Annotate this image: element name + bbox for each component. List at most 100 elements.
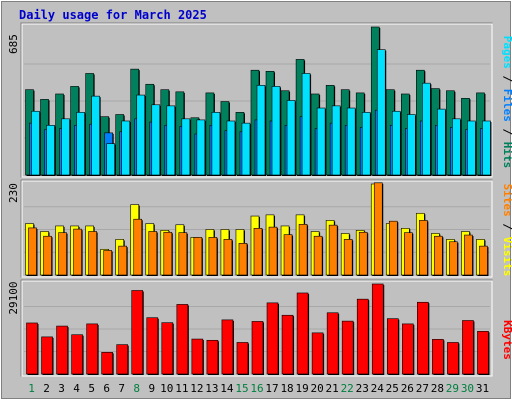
bar-kbytes-day-10: [161, 322, 174, 375]
bar-kbytes-day-31: [477, 331, 489, 375]
bar-sites-day-4: [73, 228, 82, 276]
bar-kbytes-day-18: [281, 314, 294, 375]
bar-pages-day-13: [211, 112, 221, 176]
day-label-10: 10: [160, 382, 173, 395]
panel-2-ymax-label: 230: [7, 183, 20, 203]
bar-kbytes-day-17: [266, 302, 279, 375]
bar-pages-day-10: [166, 105, 176, 176]
bar-kbytes-day-16: [251, 321, 264, 375]
bar-kbytes-day-4: [71, 334, 83, 375]
bar-kbytes-day-1: [26, 322, 38, 375]
bar-sites-day-1: [28, 227, 37, 276]
bar-kbytes-day-6: [101, 352, 113, 375]
bar-kbytes-day-23: [356, 298, 369, 375]
bar-sites-day-16: [253, 228, 263, 276]
panel-2-legend: Sites / Visits: [501, 184, 512, 277]
day-label-6: 6: [103, 382, 110, 395]
bar-pages-day-6: [106, 143, 115, 176]
bar-kbytes-day-22: [341, 320, 354, 375]
day-label-29: 29: [446, 382, 459, 395]
bar-pages-day-28: [437, 108, 446, 176]
bar-sites-day-13: [208, 237, 218, 276]
bar-pages-day-8: [136, 94, 146, 176]
panel-3-bars: [26, 283, 490, 375]
bar-sites-day-12: [193, 237, 203, 276]
bar-sites-day-25: [388, 220, 398, 276]
bar-pages-day-27: [422, 82, 431, 176]
panel-2-bars: [25, 182, 489, 276]
bar-pages-day-18: [286, 100, 296, 176]
day-label-7: 7: [118, 382, 125, 395]
bar-kbytes-day-9: [146, 317, 159, 375]
bar-pages-day-5: [91, 95, 100, 176]
bar-sites-day-30: [464, 234, 473, 276]
day-label-3: 3: [58, 382, 65, 395]
panel-1-ymax-label: 685: [7, 34, 20, 54]
panel-2-frame-light: [21, 180, 493, 278]
legend-part-1: /: [501, 69, 512, 89]
day-label-2: 2: [43, 382, 50, 395]
bar-sites-day-26: [404, 232, 413, 276]
bar-pages-day-22: [346, 107, 356, 176]
day-label-16: 16: [250, 382, 263, 395]
bar-pages-day-31: [482, 120, 491, 176]
day-label-21: 21: [326, 382, 339, 395]
legend-part-0: Sites: [501, 184, 512, 217]
legend-part-2: Files: [501, 89, 512, 122]
day-label-30: 30: [461, 382, 474, 395]
bar-sites-day-11: [178, 232, 188, 276]
bar-kbytes-day-5: [86, 323, 98, 375]
day-label-27: 27: [416, 382, 429, 395]
bar-pages-day-17: [271, 86, 281, 176]
panel-1-bars: [25, 26, 492, 177]
bar-sites-day-9: [148, 231, 158, 276]
bar-pages-day-4: [76, 112, 85, 176]
bar-sites-day-2: [43, 235, 52, 276]
bar-sites-day-10: [163, 231, 173, 276]
bar-pages-day-30: [467, 120, 476, 176]
bar-pages-day-21: [331, 105, 341, 176]
bar-kbytes-day-8: [131, 290, 144, 375]
day-label-4: 4: [73, 382, 80, 395]
bar-kbytes-day-7: [116, 344, 128, 375]
bar-kbytes-day-11: [176, 304, 189, 375]
bar-pages-day-1: [31, 110, 40, 176]
bar-sites-day-15: [238, 243, 248, 276]
day-label-20: 20: [311, 382, 324, 395]
bar-kbytes-day-26: [402, 323, 414, 375]
bar-sites-day-8: [133, 218, 143, 276]
bar-kbytes-day-21: [326, 312, 339, 375]
legend-part-3: /: [501, 122, 512, 142]
bar-pages-day-23: [361, 112, 371, 176]
day-label-24: 24: [371, 382, 385, 395]
day-label-28: 28: [431, 382, 444, 395]
day-label-8: 8: [133, 382, 140, 395]
legend-part-0: KBytes: [501, 320, 512, 360]
bar-kbytes-day-27: [417, 301, 429, 375]
bar-sites-day-27: [419, 220, 428, 276]
bar-kbytes-day-19: [296, 292, 309, 375]
bar-pages-day-2: [46, 125, 55, 176]
bar-sites-day-29: [449, 241, 458, 276]
legend-part-4: Hits: [501, 142, 512, 169]
bar-sites-day-6: [103, 250, 112, 276]
legend-part-2: Visits: [501, 237, 512, 277]
day-label-31: 31: [476, 382, 489, 395]
chart-title: Daily usage for March 2025: [19, 8, 207, 22]
panel-3-ymax-label: 29100: [7, 281, 20, 314]
bar-sites-day-14: [223, 239, 233, 276]
bar-pages-day-15: [241, 122, 251, 176]
bar-kbytes-day-24: [371, 283, 384, 375]
bar-pages-day-25: [391, 110, 401, 176]
bar-sites-day-28: [434, 235, 443, 276]
bar-pages-day-3: [61, 118, 70, 176]
bar-pages-day-12: [196, 119, 206, 176]
bar-pages-day-26: [407, 114, 416, 176]
bar-kbytes-day-14: [221, 319, 234, 375]
panel-3-frame-light: [21, 280, 493, 377]
day-label-23: 23: [356, 382, 369, 395]
panel-1-frame-light: [21, 23, 493, 178]
bar-kbytes-day-12: [191, 338, 204, 375]
bar-kbytes-day-29: [447, 342, 459, 375]
bar-kbytes-day-25: [386, 318, 399, 375]
